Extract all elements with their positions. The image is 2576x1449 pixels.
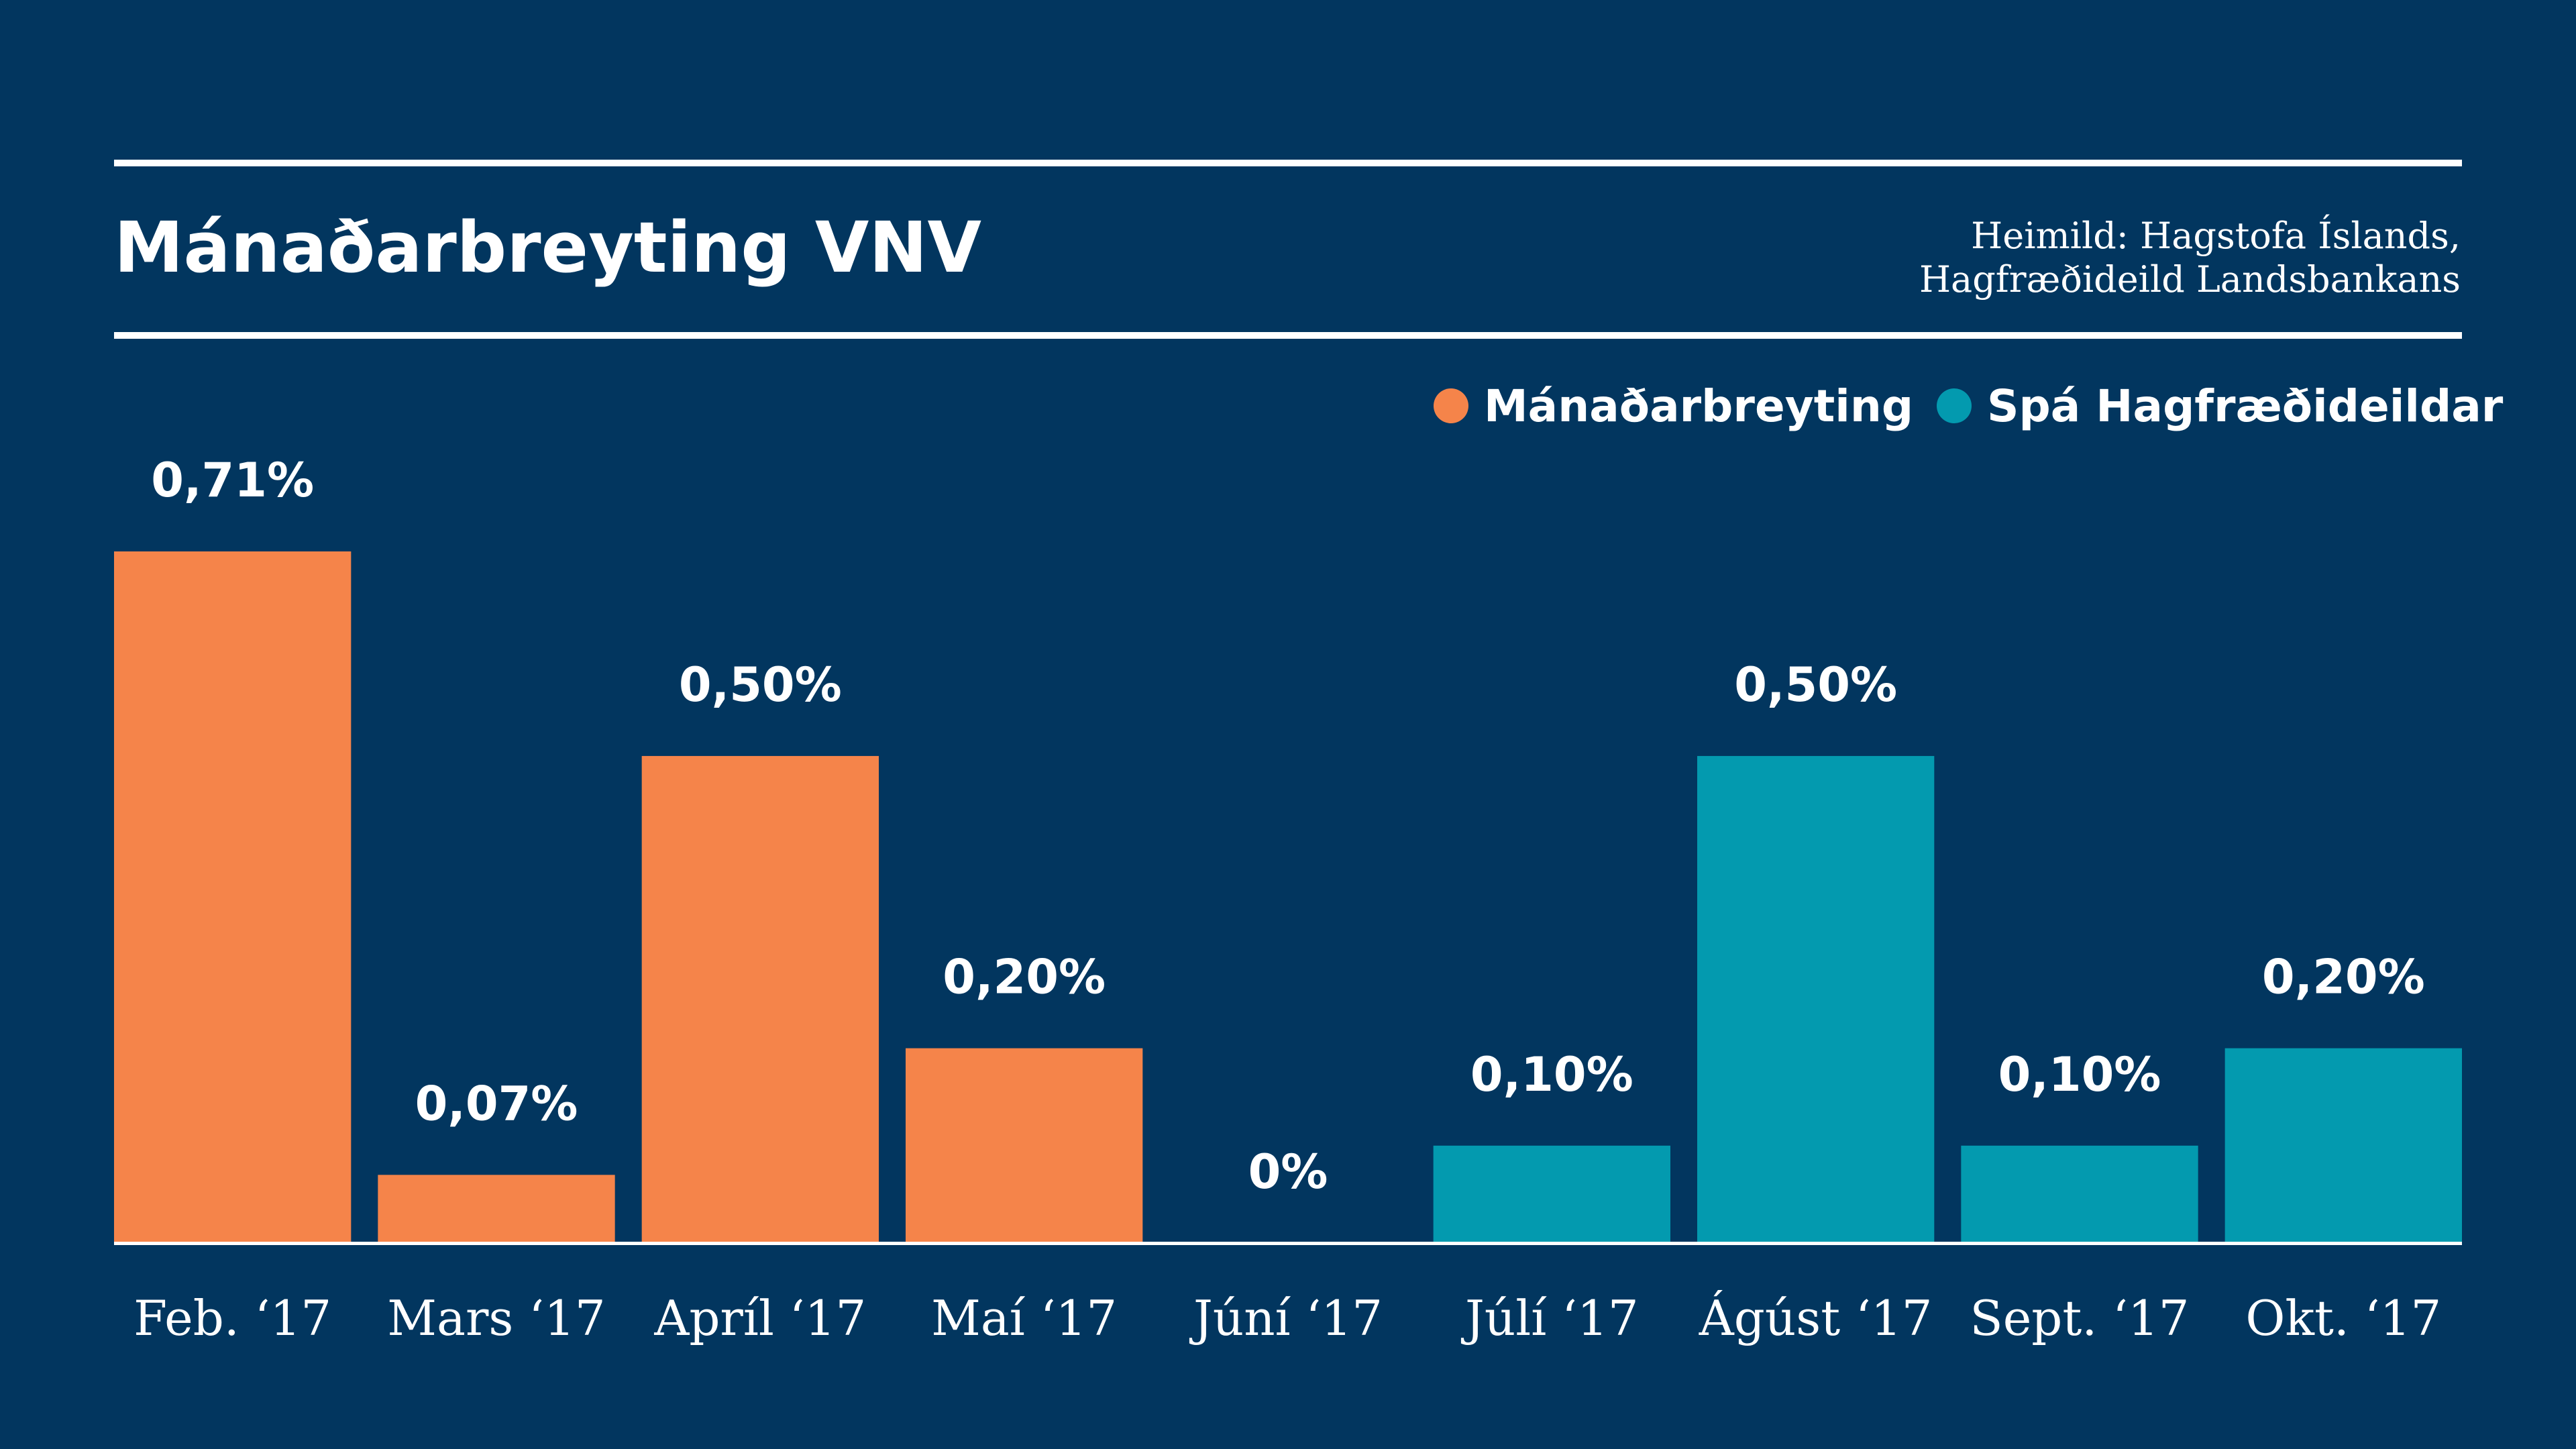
bar-actual-1 [378,1175,615,1243]
header-bottom-rule [114,332,2462,339]
value-label-5: 0,10% [1470,1047,1633,1102]
value-labels-group: 0,71% 0,07% 0,50% 0,20% 0% 0,10% 0,50% 0,10% 0,2… [151,453,2425,1199]
value-label-8: 0,20% [2262,950,2425,1005]
legend-label-actual: Mánaðarbreyting [1484,380,1913,432]
legend-swatch-actual [1434,388,1468,423]
chart-title: Mánaðarbreyting VNV [114,207,981,288]
value-label-1: 0,07% [415,1076,578,1131]
legend-swatch-forecast [1937,388,1972,423]
x-tick-label-6: Ágúst ‘17 [1699,1289,1933,1346]
bar-actual-0 [114,551,352,1243]
bar-forecast-6 [1697,755,1935,1243]
bar-forecast-8 [2224,1048,2462,1243]
value-label-2: 0,50% [679,657,842,712]
value-label-3: 0,20% [943,950,1106,1005]
source-line-1: Heimild: Hagstofa Íslands, [1971,214,2461,257]
legend-label-forecast: Spá Hagfræðideildar [1987,380,2504,432]
x-tick-label-1: Mars ‘17 [387,1290,605,1346]
top-rule [114,160,2462,166]
bar-actual-3 [906,1048,1143,1243]
x-tick-label-8: Okt. ‘17 [2245,1290,2441,1346]
x-tick-label-2: Apríl ‘17 [653,1290,866,1346]
x-tick-labels-group: Feb. ‘17 Mars ‘17 Apríl ‘17 Maí ‘17 Júní ‘17… [133,1289,2441,1346]
value-label-4: 0% [1248,1144,1328,1199]
value-label-0: 0,71% [151,453,314,508]
x-tick-label-7: Sept. ‘17 [1970,1290,2189,1346]
x-tick-label-3: Maí ‘17 [931,1290,1117,1346]
value-label-7: 0,10% [1998,1047,2161,1102]
x-tick-label-4: Júní ‘17 [1189,1290,1383,1346]
x-axis-line [114,1242,2462,1245]
bar-forecast-7 [1961,1145,2198,1243]
x-tick-label-5: Júlí ‘17 [1460,1290,1639,1346]
bars-group [114,551,2462,1243]
source-line-2: Hagfræðideild Landsbankans [1919,258,2461,301]
value-label-6: 0,50% [1734,657,1897,712]
x-tick-label-0: Feb. ‘17 [133,1290,331,1346]
legend: Mánaðarbreyting Spá Hagfræðideildar [1434,380,2504,432]
bar-actual-2 [641,755,879,1243]
bar-forecast-5 [1433,1145,1670,1243]
